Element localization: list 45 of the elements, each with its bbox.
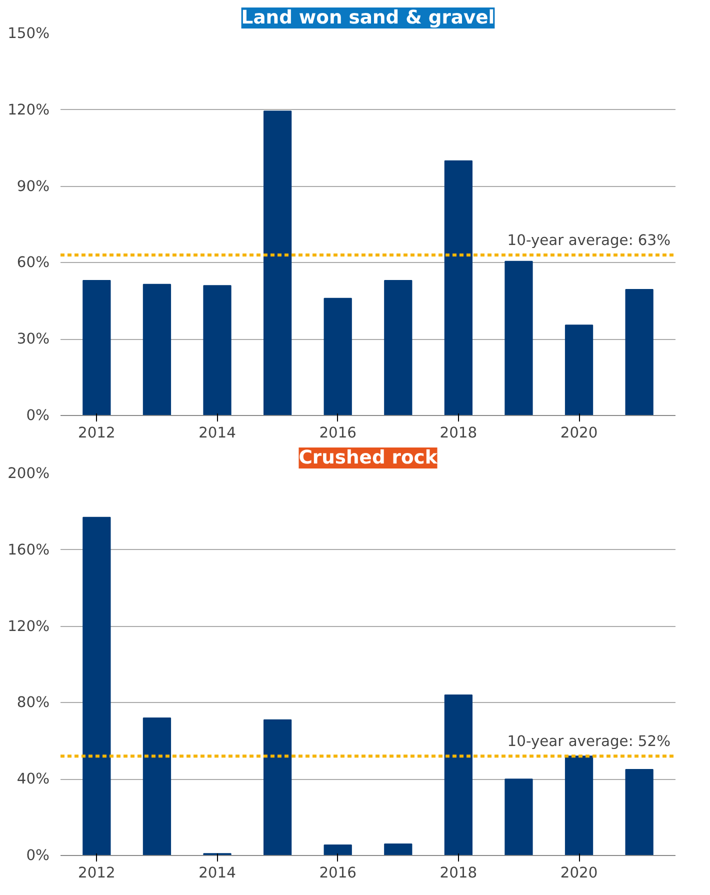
x-tick-label: 2016 [319,424,357,442]
x-tick-label: 2012 [78,424,116,442]
bar [444,160,473,416]
x-tick-label: 2020 [560,864,598,882]
y-tick-label: 160% [8,541,50,558]
bar [142,717,172,856]
chart-title: Crushed rock [298,448,438,468]
bar [324,298,352,416]
bar [564,324,594,416]
bar [263,719,292,856]
bar [384,844,412,856]
bar [504,260,533,416]
bar [444,694,473,856]
bar [564,756,594,856]
x-tick-label: 2014 [198,424,236,442]
y-tick-label: 120% [8,101,50,118]
y-tick-label: 0% [26,847,50,864]
bar [263,110,292,416]
x-tick-label: 2018 [440,864,478,882]
ref-line-label: 10-year average: 52% [507,733,671,750]
x-tick-label: 2012 [78,864,116,882]
y-tick-label: 30% [16,330,50,348]
x-tick-label: 2018 [440,424,478,442]
y-tick-label: 60% [16,254,50,272]
y-tick-label: 40% [16,770,50,788]
bar [625,769,654,856]
bar [82,280,111,416]
ref-line-label: 10-year average: 63% [507,232,671,250]
x-tick-label: 2014 [198,864,236,882]
bar [324,844,352,856]
bar [625,288,654,416]
bar [504,778,533,856]
x-tick-label: 2020 [560,424,598,442]
y-tick-label: 80% [16,694,50,712]
y-tick-label: 150% [8,25,50,42]
bar [142,284,172,416]
bar [82,516,111,856]
bar [384,280,412,416]
y-tick-label: 0% [26,407,50,424]
x-tick-label: 2016 [319,864,357,882]
bar [203,285,232,416]
y-tick-label: 200% [8,465,50,482]
y-tick-label: 120% [8,618,50,635]
chart-title: Land won sand & gravel [241,8,495,28]
y-tick-label: 90% [16,178,50,195]
